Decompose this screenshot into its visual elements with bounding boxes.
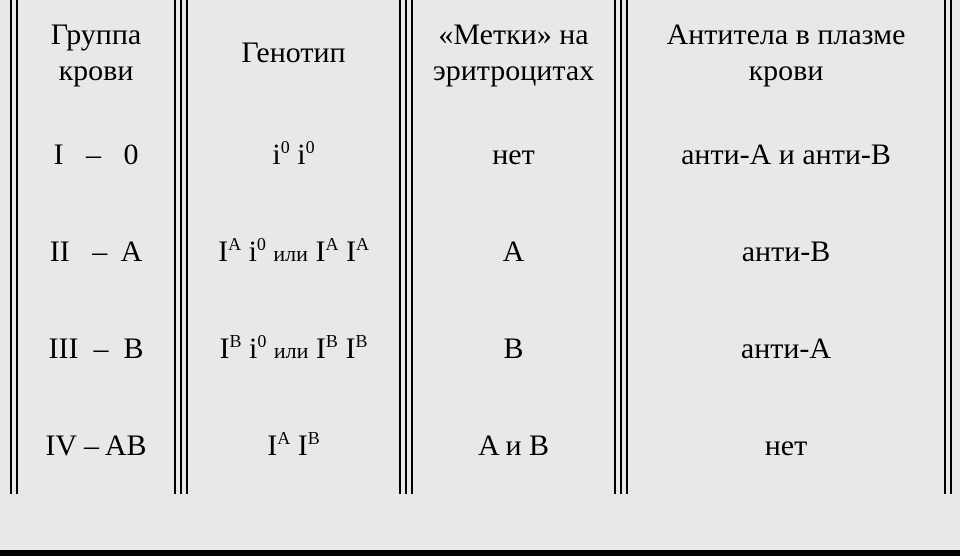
cell-group: I – 0 (11, 106, 181, 203)
cell-antib: анти-А и анти-В (621, 106, 951, 203)
cell-genotype: IA IB (181, 397, 406, 494)
table-row: II – A IA i0 или IA IA A анти-В (11, 203, 951, 300)
cell-antib: анти-В (621, 203, 951, 300)
cell-group-value: IV – AB (45, 428, 146, 464)
cell-marks: нет (406, 106, 621, 203)
col-header-group: Группа крови (11, 0, 181, 106)
cell-marks-value: B (503, 331, 523, 367)
cell-genotype: i0 i0 (181, 106, 406, 203)
cell-group: II – A (11, 203, 181, 300)
table-row: IV – AB IA IB A и B нет (11, 397, 951, 494)
cell-marks-value: нет (492, 137, 534, 173)
col-header-group-label: Группа крови (26, 17, 166, 89)
cell-genotype-value: IA i0 или IA IA (218, 234, 369, 270)
cell-antib-value: нет (765, 428, 807, 464)
cell-marks: A и B (406, 397, 621, 494)
cell-group-value: I – 0 (54, 137, 139, 173)
cell-genotype-value: IA IB (267, 428, 320, 464)
cell-genotype-value: i0 i0 (272, 137, 314, 173)
cell-antib: нет (621, 397, 951, 494)
col-header-marks: «Метки» на эритроцитах (406, 0, 621, 106)
table-row: III – B IB i0 или IB IB B анти-А (11, 300, 951, 397)
col-header-antib-label: Антитела в плазме крови (636, 17, 936, 89)
col-header-marks-label: «Метки» на эритроцитах (421, 17, 606, 89)
cell-group-value: II – A (50, 234, 143, 270)
blood-groups-table: Группа крови Генотип «Метки» на эритроци… (10, 0, 952, 494)
cell-genotype: IB i0 или IB IB (181, 300, 406, 397)
cell-group: IV – AB (11, 397, 181, 494)
col-header-antib: Антитела в плазме крови (621, 0, 951, 106)
col-header-genotype: Генотип (181, 0, 406, 106)
bottom-border (0, 550, 960, 556)
page: Группа крови Генотип «Метки» на эритроци… (0, 0, 960, 556)
cell-group: III – B (11, 300, 181, 397)
cell-marks: A (406, 203, 621, 300)
cell-marks: B (406, 300, 621, 397)
cell-genotype-value: IB i0 или IB IB (220, 331, 368, 367)
cell-marks-value: A (503, 234, 525, 270)
cell-marks-value: A и B (478, 428, 549, 464)
cell-antib-value: анти-В (742, 234, 831, 270)
cell-antib-value: анти-А (741, 331, 831, 367)
table-row: I – 0 i0 i0 нет анти-А и анти-В (11, 106, 951, 203)
col-header-genotype-label: Генотип (241, 35, 345, 71)
cell-antib-value: анти-А и анти-В (681, 137, 891, 173)
cell-antib: анти-А (621, 300, 951, 397)
cell-group-value: III – B (49, 331, 144, 367)
cell-genotype: IA i0 или IA IA (181, 203, 406, 300)
table-header-row: Группа крови Генотип «Метки» на эритроци… (11, 0, 951, 106)
